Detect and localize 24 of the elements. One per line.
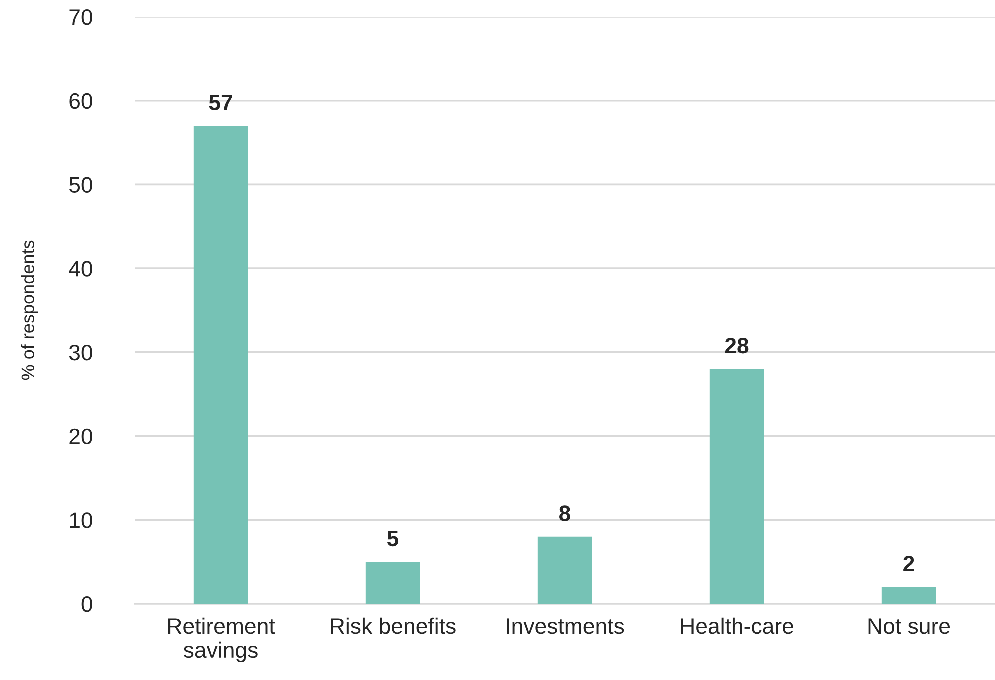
y-axis-title: % of respondents — [21, 240, 38, 380]
x-tick-label: Risk benefits — [331, 618, 456, 634]
bar — [538, 536, 592, 604]
data-label: 2 — [904, 556, 914, 572]
data-label: 28 — [725, 338, 749, 354]
y-tick-label: 0 — [82, 596, 92, 612]
bar — [194, 126, 248, 604]
y-tick-label: 30 — [69, 344, 92, 361]
y-tick-label: 50 — [70, 177, 92, 193]
x-tick-label: Health-care — [681, 618, 794, 634]
bar — [710, 369, 764, 604]
y-tick-label: 60 — [70, 93, 92, 110]
y-tick-label: 10 — [70, 512, 92, 528]
y-tick-label: 70 — [70, 10, 92, 26]
y-tick-label: 20 — [70, 428, 92, 445]
y-tick-label: 40 — [69, 261, 92, 277]
data-label: 8 — [560, 506, 570, 522]
x-tick-label: Investments — [507, 618, 624, 634]
data-label: 57 — [209, 95, 232, 111]
data-label: 5 — [388, 531, 399, 547]
x-tick-label: Retirement savings — [168, 618, 276, 663]
bar — [882, 587, 936, 604]
x-tick-label: Not sure — [868, 618, 950, 634]
bar — [366, 562, 420, 604]
